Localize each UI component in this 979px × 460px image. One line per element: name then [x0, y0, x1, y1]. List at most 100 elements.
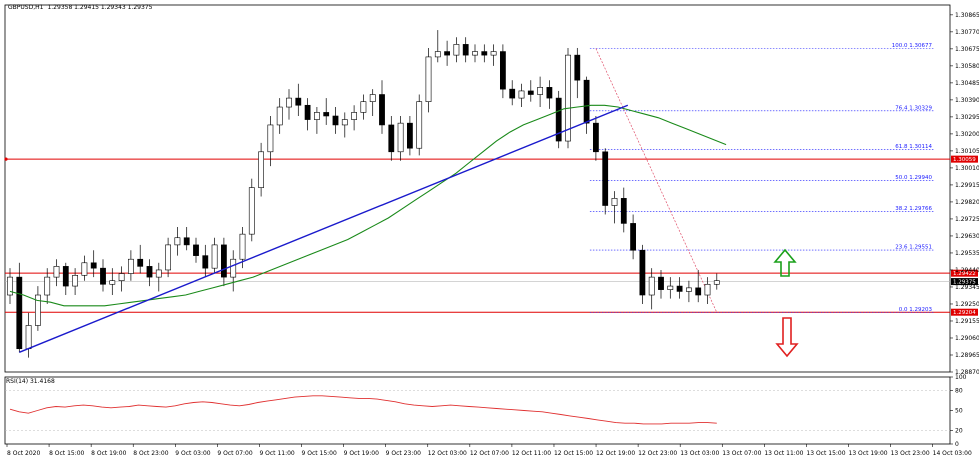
- price-tick-label: 1.30770: [955, 29, 979, 36]
- candle-bear: [100, 267, 106, 285]
- candle-bear: [202, 255, 209, 269]
- horizontal-levels[interactable]: 1.30059 1.29422 1.29204 1.29375: [4, 155, 978, 317]
- candle-bear: [676, 285, 683, 292]
- candle-bull: [490, 51, 497, 56]
- candle-bull: [341, 119, 348, 126]
- fib-level-label: 23.6 1.29551: [895, 245, 932, 251]
- time-tick-label: 12 Oct 03:00: [428, 450, 467, 457]
- candle-bull: [369, 94, 376, 102]
- candle-bear: [658, 276, 664, 290]
- candle-bull: [81, 262, 88, 276]
- candle-bear: [137, 258, 144, 267]
- price-tick-label: 1.30295: [955, 114, 979, 121]
- candle-bear: [304, 104, 311, 120]
- price-tick-label: 1.30010: [955, 165, 979, 172]
- candle-bull: [565, 54, 571, 142]
- fib-level-label: 0.0 1.29203: [899, 307, 933, 313]
- candle-bear: [509, 88, 516, 99]
- rsi-tick-label: 0: [955, 441, 959, 448]
- candle-bear: [481, 51, 488, 56]
- fib-trend-line: [595, 48, 718, 313]
- price-tick-label: 1.30580: [955, 63, 979, 70]
- candle-bull: [453, 44, 460, 56]
- candle-bear: [90, 262, 97, 269]
- candle-bear: [527, 90, 534, 95]
- level-price-label: 1.30059: [953, 157, 976, 163]
- rsi-line: [9, 395, 717, 425]
- time-tick-label: 12 Oct 23:00: [638, 450, 677, 457]
- candle-bear: [499, 51, 506, 90]
- candle-bear: [444, 51, 450, 56]
- candle-bull: [416, 101, 423, 149]
- main-pane-border: [4, 4, 951, 373]
- candle-bull: [44, 276, 51, 296]
- price-tick-label: 1.28870: [955, 369, 979, 376]
- moving-average-line: [9, 104, 727, 307]
- candle-bear: [183, 237, 190, 246]
- fib-level-label: 61.8 1.30114: [895, 144, 932, 150]
- candle-bear: [379, 94, 385, 126]
- level-price-label: 1.29204: [953, 310, 976, 316]
- rsi-tick-label: 80: [955, 387, 963, 394]
- fib-level-label: 100.0 1.30677: [892, 43, 933, 49]
- price-tick-label: 1.29630: [955, 233, 979, 240]
- price-tick-label: 1.29155: [955, 318, 979, 325]
- time-tick-label: 12 Oct 07:00: [470, 450, 509, 457]
- candle-bull: [211, 244, 218, 269]
- candle-bull: [155, 269, 162, 278]
- level-price-tag: [951, 308, 978, 316]
- level-price-label: 1.29422: [953, 271, 976, 277]
- level-anchor-dot: [4, 157, 8, 161]
- candle-bull: [360, 101, 367, 113]
- price-tick-label: 1.30675: [955, 46, 979, 53]
- current-price-tag: [951, 278, 978, 286]
- candle-bull: [248, 187, 255, 235]
- candle-bear: [388, 124, 395, 153]
- candle-bull: [313, 112, 320, 120]
- grid: [5, 390, 950, 431]
- price-tick-label: 1.29250: [955, 301, 979, 308]
- rsi-tick-label: 100: [955, 374, 967, 381]
- candle-bull: [713, 280, 720, 285]
- candle-bull: [537, 87, 543, 95]
- candle-bear: [295, 97, 302, 106]
- fib-level-label: 38.2 1.29766: [895, 206, 932, 212]
- time-tick-label: 9 Oct 19:00: [344, 450, 379, 457]
- time-tick-label: 12 Oct 11:00: [512, 450, 551, 457]
- candle-bear: [695, 287, 702, 296]
- candle-bull: [425, 56, 432, 102]
- candle-bear: [146, 266, 153, 278]
- overlays[interactable]: [9, 104, 799, 358]
- price-tick-label: 1.30390: [955, 97, 979, 104]
- candle-bear: [620, 198, 627, 224]
- time-tick-label: 8 Oct 19:00: [91, 450, 126, 457]
- candle-bear: [592, 122, 599, 153]
- time-tick-label: 8 Oct 2020: [7, 450, 40, 457]
- price-tick-label: 1.29820: [955, 199, 979, 206]
- candle-bear: [16, 276, 23, 350]
- candle-bear: [639, 249, 646, 296]
- candle-bull: [53, 266, 60, 278]
- candle-bear: [555, 97, 562, 142]
- candle-bear: [583, 79, 590, 124]
- candle-bull: [518, 90, 525, 99]
- fibonacci-retracement[interactable]: 100.0 1.30677 76.4 1.30329 61.8 1.30114 50.…: [589, 43, 934, 313]
- candles: [7, 30, 720, 358]
- level-price-tag: [951, 155, 978, 163]
- time-tick-label: 13 Oct 03:00: [680, 450, 719, 457]
- candle-bear: [193, 244, 199, 256]
- price-tick-label: 1.29915: [955, 182, 979, 189]
- price-tick-label: 1.29725: [955, 216, 979, 223]
- candle-bull: [648, 276, 655, 296]
- time-tick-label: 8 Oct 23:00: [133, 450, 168, 457]
- candle-bear: [546, 87, 553, 99]
- rsi-pane-border: [4, 376, 951, 445]
- time-tick-label: 13 Oct 07:00: [722, 450, 761, 457]
- time-tick-label: 13 Oct 11:00: [764, 450, 803, 457]
- candle-bear: [462, 44, 469, 56]
- fib-level-label: 50.0 1.29940: [895, 175, 932, 181]
- time-tick-label: 12 Oct 19:00: [596, 450, 635, 457]
- candle-bull: [34, 294, 41, 326]
